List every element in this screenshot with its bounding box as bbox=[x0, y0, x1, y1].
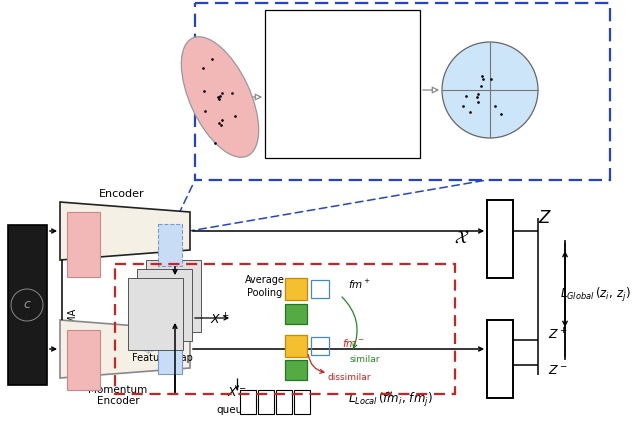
Bar bbox=[240, 390, 256, 414]
Bar bbox=[128, 278, 183, 350]
Bar bbox=[285, 335, 307, 357]
Text: Momentum: Momentum bbox=[88, 385, 148, 395]
Bar bbox=[67, 330, 100, 390]
Bar bbox=[195, 3, 610, 180]
Bar bbox=[8, 225, 47, 385]
FancyArrowPatch shape bbox=[173, 182, 194, 225]
Text: $Z$: $Z$ bbox=[538, 209, 552, 227]
Text: Average: Average bbox=[245, 275, 285, 285]
Bar bbox=[311, 337, 329, 355]
Text: $X^+$: $X^+$ bbox=[210, 312, 230, 328]
Text: Standardization: Standardization bbox=[303, 25, 382, 35]
Text: queue: queue bbox=[217, 405, 250, 415]
Bar bbox=[487, 200, 513, 278]
Bar bbox=[146, 260, 201, 332]
Text: dissimilar: dissimilar bbox=[328, 374, 371, 382]
Bar bbox=[158, 224, 182, 266]
Text: ↓: ↓ bbox=[339, 77, 348, 87]
Text: $\mathcal{X}$: $\mathcal{X}$ bbox=[454, 229, 470, 247]
Bar bbox=[487, 320, 513, 398]
Text: $L_{Global}\,(z_i,\,z_j)$: $L_{Global}\,(z_i,\,z_j)$ bbox=[559, 286, 630, 304]
Text: similar: similar bbox=[350, 355, 381, 365]
Text: $Z^+$: $Z^+$ bbox=[548, 327, 568, 343]
Circle shape bbox=[442, 42, 538, 138]
Text: ↓: ↓ bbox=[339, 111, 348, 121]
Text: EMA: EMA bbox=[67, 308, 77, 329]
Bar bbox=[285, 278, 307, 300]
Bar bbox=[285, 360, 307, 380]
Text: $fm^+$: $fm^+$ bbox=[348, 277, 371, 291]
Bar bbox=[265, 10, 420, 158]
Polygon shape bbox=[60, 202, 190, 260]
Text: Encoder: Encoder bbox=[97, 396, 140, 406]
Bar bbox=[137, 269, 192, 341]
Text: Whitening Transform: Whitening Transform bbox=[291, 127, 395, 137]
Text: Pooling: Pooling bbox=[248, 288, 283, 298]
Text: Covariance Calculation: Covariance Calculation bbox=[285, 59, 401, 69]
Bar bbox=[115, 264, 455, 394]
Text: $L_{Local}\,(fm_i,\,fm_j)$: $L_{Local}\,(fm_i,\,fm_j)$ bbox=[348, 391, 433, 409]
Bar bbox=[285, 304, 307, 324]
Text: Projector: Projector bbox=[495, 339, 504, 379]
Text: $Z^-$: $Z^-$ bbox=[548, 363, 568, 376]
FancyArrowPatch shape bbox=[342, 297, 357, 348]
Text: ↓: ↓ bbox=[339, 43, 348, 53]
Text: Eigen Decomposition: Eigen Decomposition bbox=[290, 93, 396, 103]
FancyArrowPatch shape bbox=[308, 355, 324, 373]
Bar bbox=[294, 390, 310, 414]
Text: $X^-$: $X^-$ bbox=[227, 385, 247, 398]
Polygon shape bbox=[60, 320, 190, 378]
Text: c: c bbox=[24, 299, 31, 311]
Text: Encoder: Encoder bbox=[99, 189, 145, 199]
Bar bbox=[258, 390, 274, 414]
Ellipse shape bbox=[181, 37, 259, 157]
Text: Projector: Projector bbox=[495, 219, 504, 259]
Text: $fm^-$: $fm^-$ bbox=[342, 337, 365, 349]
Bar bbox=[158, 336, 182, 374]
Bar bbox=[67, 212, 100, 277]
Text: Feature Map: Feature Map bbox=[132, 353, 193, 363]
Text: ❄: ❄ bbox=[141, 343, 154, 357]
Bar bbox=[276, 390, 292, 414]
Bar bbox=[311, 280, 329, 298]
FancyArrowPatch shape bbox=[175, 181, 484, 233]
